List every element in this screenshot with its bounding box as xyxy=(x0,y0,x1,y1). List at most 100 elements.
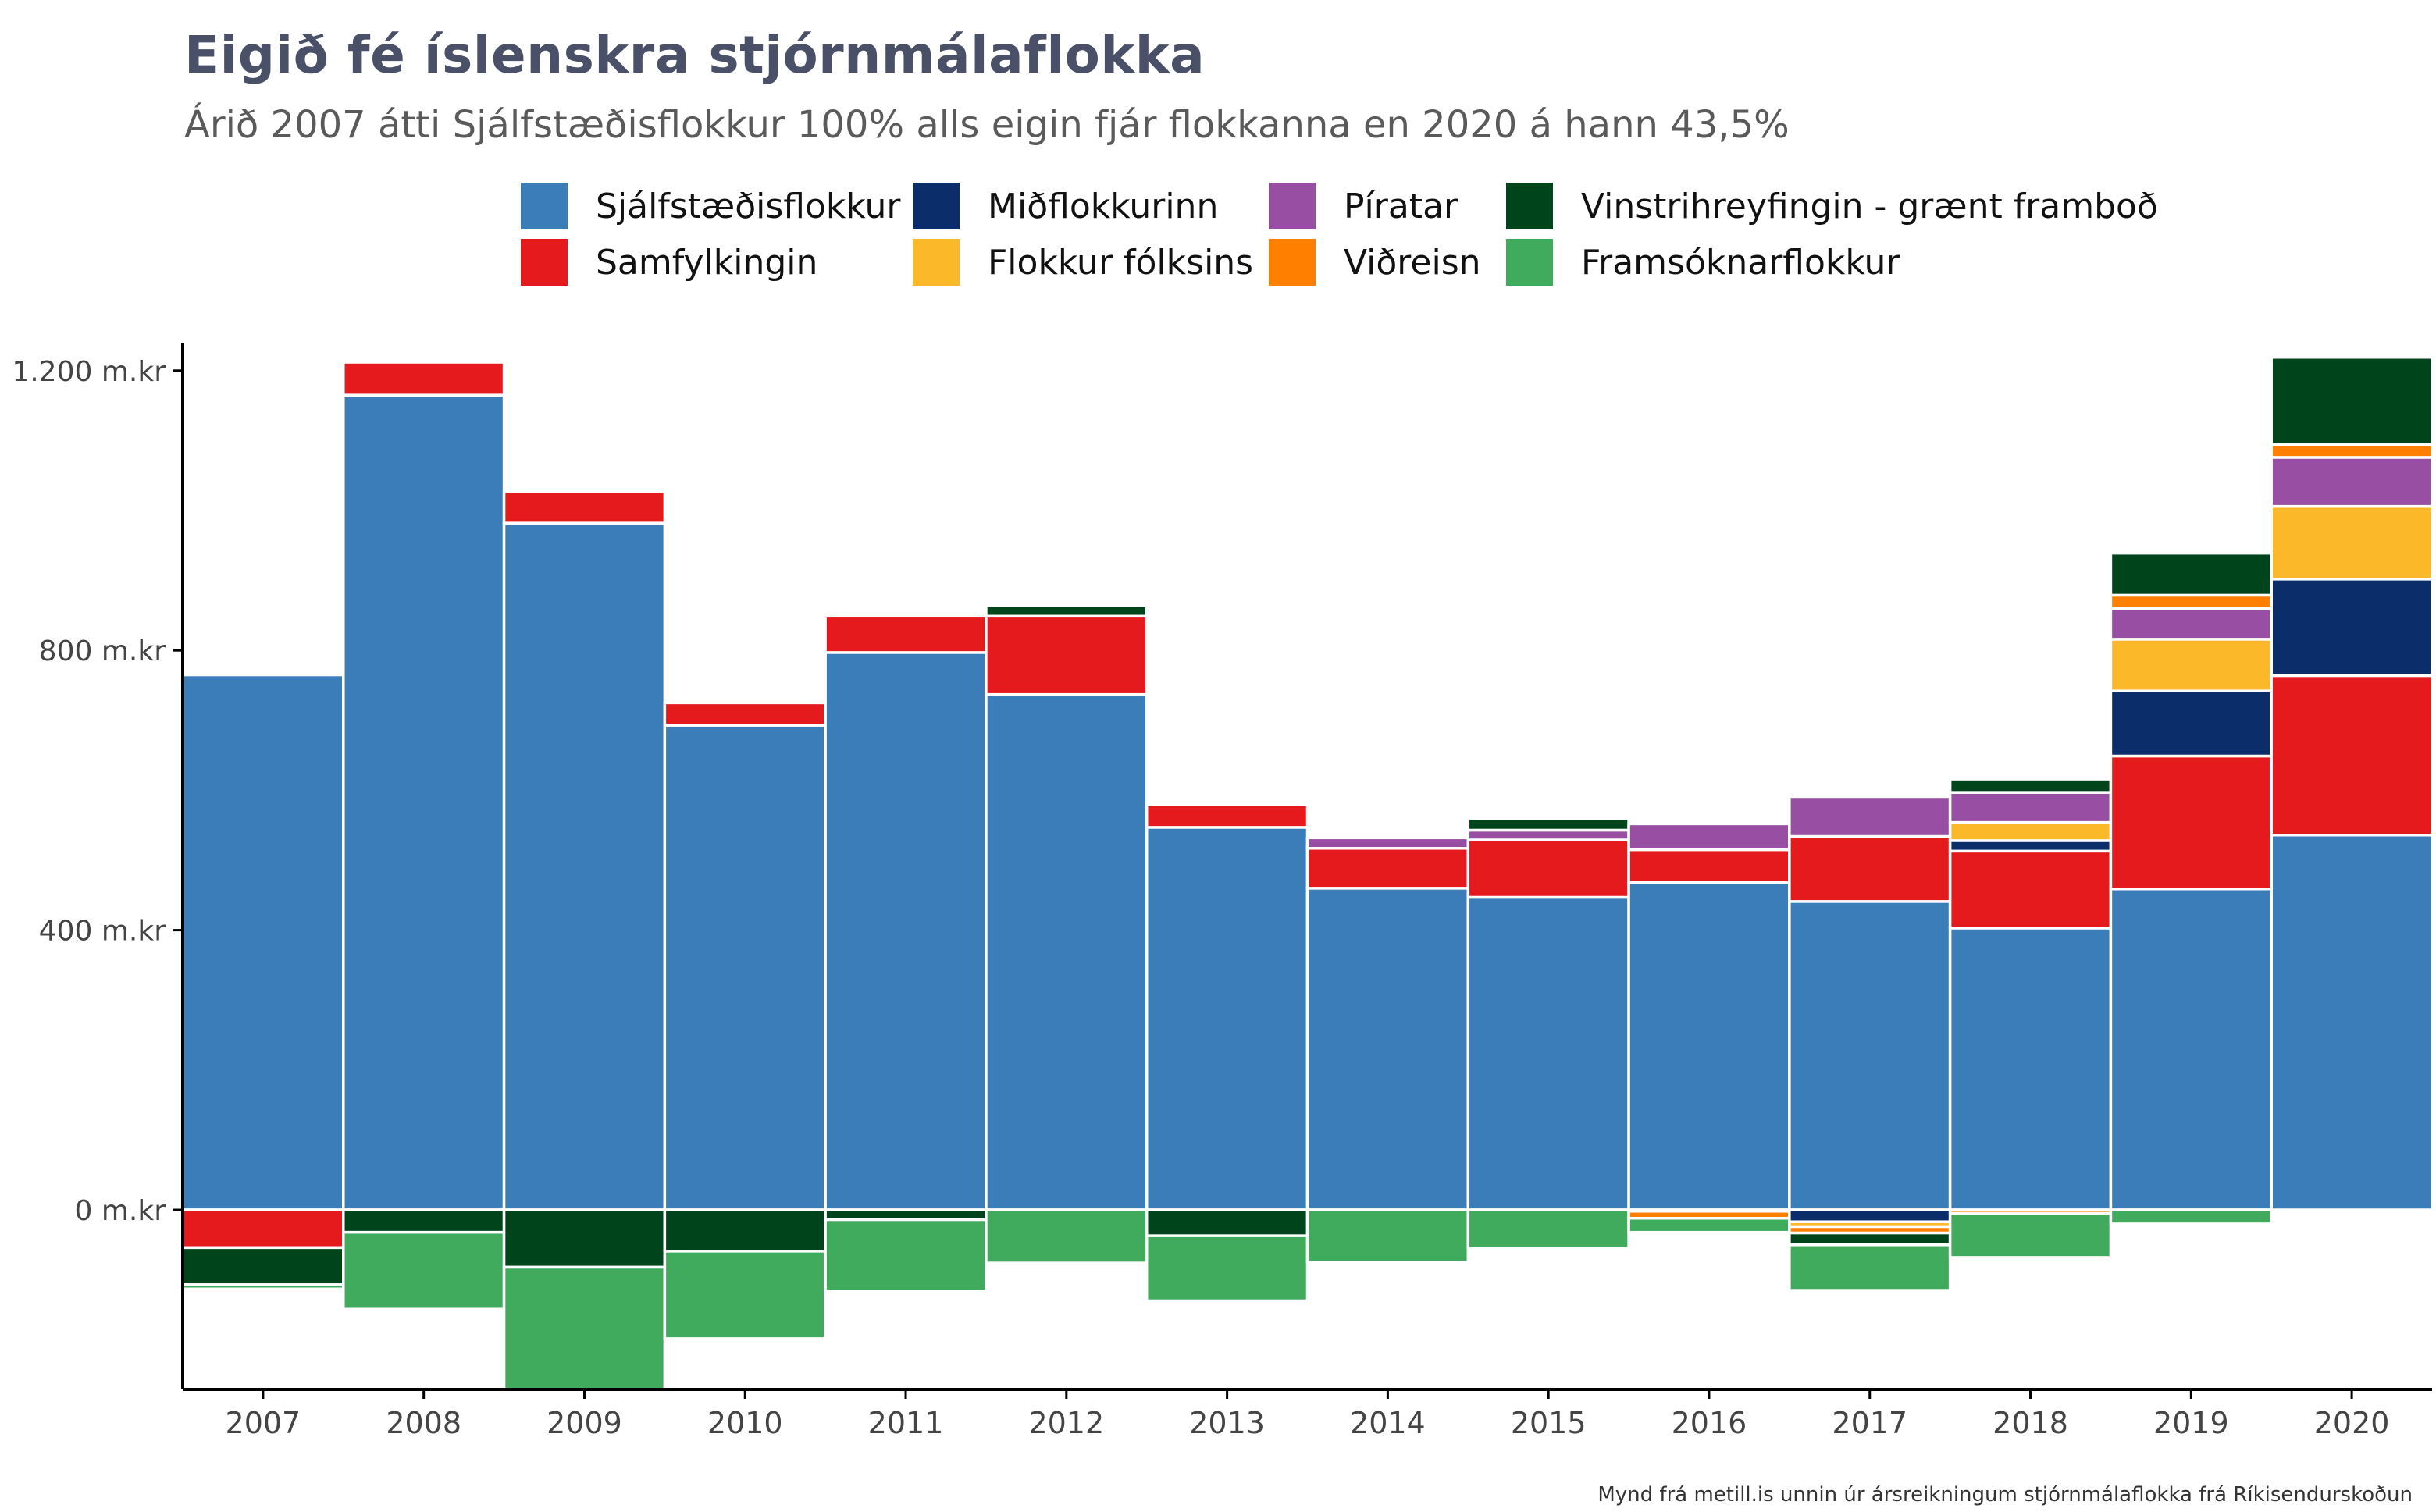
legend-label: Samfylkingin xyxy=(596,242,818,283)
bar-2013-series-7 xyxy=(1145,1234,1309,1303)
bar-2008-series-7 xyxy=(342,1230,506,1311)
chart-title: Eigið fé íslenskra stjórnmálaflokka xyxy=(184,25,1206,85)
bar-2020-series-5 xyxy=(2270,443,2432,459)
legend-label: Miðflokkurinn xyxy=(988,186,1219,226)
legend-item-mi-flokkurinn: Miðflokkurinn xyxy=(911,181,1218,231)
bar-2019-series-6 xyxy=(2109,551,2273,597)
legend-swatch xyxy=(911,181,961,231)
bar-2014-series-4 xyxy=(1305,836,1470,850)
bar-2011-series-0 xyxy=(824,651,988,1211)
bar-2017-series-1 xyxy=(1788,834,1952,903)
bar-2015-series-7 xyxy=(1466,1208,1630,1251)
legend-label: Vinstrihreyfingin - grænt framboð xyxy=(1581,186,2158,226)
bar-2011-series-1 xyxy=(824,614,988,654)
bar-2013-series-0 xyxy=(1145,826,1309,1211)
legend-item-vinstrihreyfingin-gr-nt-frambo: Vinstrihreyfingin - grænt framboð xyxy=(1505,181,2158,231)
bar-2009-series-6 xyxy=(502,1208,667,1269)
bar-2013-series-1 xyxy=(1145,803,1309,829)
legend-label: Viðreisn xyxy=(1344,242,1481,283)
bar-2012-series-0 xyxy=(985,692,1149,1211)
bar-2019-series-2 xyxy=(2109,689,2273,758)
bar-2012-series-6 xyxy=(985,604,1149,618)
bar-2016-series-4 xyxy=(1627,822,1791,852)
legend-item-framsoknarflokkur: Framsóknarflokkur xyxy=(1505,237,1900,287)
x-tick-label: 2010 xyxy=(707,1406,783,1440)
bar-2018-series-7 xyxy=(1948,1211,2113,1259)
legend-item-vi-reisn: Viðreisn xyxy=(1267,237,1481,287)
bar-2019-series-4 xyxy=(2109,607,2273,641)
bar-2019-series-3 xyxy=(2109,638,2273,692)
legend-swatch xyxy=(1267,181,1317,231)
bars-layer xyxy=(183,356,2432,1389)
legend-label: Píratar xyxy=(1344,186,1458,226)
bar-2008-series-0 xyxy=(342,393,506,1211)
x-tick-label: 2016 xyxy=(1672,1406,1747,1440)
bar-2020-series-3 xyxy=(2270,504,2432,581)
bar-2018-series-6 xyxy=(1948,777,2113,794)
bar-2018-series-2 xyxy=(1948,839,2113,853)
legend-item-flokkur-folksins: Flokkur fólksins xyxy=(911,237,1253,287)
bar-2009-series-7 xyxy=(502,1265,667,1389)
bar-2018-series-1 xyxy=(1948,849,2113,930)
bar-2019-series-5 xyxy=(2109,593,2273,610)
y-tick-label: 800 m.kr xyxy=(39,635,166,667)
bar-2009-series-0 xyxy=(502,521,667,1211)
legend-label: Framsóknarflokkur xyxy=(1581,242,1900,283)
bar-2011-series-6 xyxy=(824,1208,988,1222)
bar-2017-series-4 xyxy=(1788,795,1952,838)
x-tick-label: 2018 xyxy=(1993,1406,2068,1440)
bar-segments xyxy=(183,356,2432,1389)
bar-2020-series-6 xyxy=(2270,356,2432,446)
bar-2014-series-0 xyxy=(1305,887,1470,1211)
bar-2020-series-2 xyxy=(2270,578,2432,678)
legend-swatch xyxy=(519,237,569,287)
legend-swatch xyxy=(911,237,961,287)
bar-2007-series-1 xyxy=(183,1208,345,1250)
x-tick-label: 2014 xyxy=(1350,1406,1426,1440)
bar-2010-series-6 xyxy=(663,1208,827,1253)
axes-layer: 0 m.kr 400 m.kr 800 m.kr 1.200 m.kr 2007 2008… xyxy=(12,343,2432,1440)
bar-2019-series-1 xyxy=(2109,754,2273,891)
legend-item-samfylkingin: Samfylkingin xyxy=(519,237,817,287)
bar-2016-series-7 xyxy=(1627,1217,1791,1234)
bar-2010-series-7 xyxy=(663,1250,827,1340)
bar-2009-series-1 xyxy=(502,490,667,525)
legend-label: Flokkur fólksins xyxy=(988,242,1254,283)
x-tick-label: 2011 xyxy=(868,1406,944,1440)
bar-2020-series-4 xyxy=(2270,456,2432,508)
chart-subtitle: Árið 2007 átti Sjálfstæðisflokkur 100% a… xyxy=(184,103,1790,147)
bar-2018-series-3 xyxy=(1948,820,2113,842)
bar-2019-series-7 xyxy=(2109,1208,2273,1226)
bar-2014-series-1 xyxy=(1305,847,1470,890)
bar-2020-series-1 xyxy=(2270,674,2432,837)
bar-2010-series-0 xyxy=(663,724,827,1211)
bar-2015-series-1 xyxy=(1466,838,1630,899)
x-tick-label: 2009 xyxy=(547,1406,622,1440)
bar-2008-series-6 xyxy=(342,1208,506,1234)
bar-2007-series-0 xyxy=(183,673,345,1211)
legend: Sjálfstæðisflokkur Samfylkingin Miðflokkur… xyxy=(519,181,2159,298)
bar-2018-series-4 xyxy=(1948,791,2113,824)
bar-2012-series-7 xyxy=(985,1208,1149,1265)
y-tick-label: 0 m.kr xyxy=(74,1195,166,1227)
x-tick-label: 2012 xyxy=(1028,1406,1104,1440)
legend-item-piratar: Píratar xyxy=(1267,181,1458,231)
bar-2017-series-0 xyxy=(1788,900,1952,1211)
bar-2013-series-6 xyxy=(1145,1208,1309,1237)
bar-2007-series-6 xyxy=(183,1246,345,1286)
bar-2011-series-7 xyxy=(824,1218,988,1293)
bar-2020-series-0 xyxy=(2270,833,2432,1211)
bar-2016-series-0 xyxy=(1627,881,1791,1211)
bar-2017-series-6 xyxy=(1788,1231,1952,1247)
x-tick-label: 2008 xyxy=(386,1406,461,1440)
x-tick-label: 2015 xyxy=(1511,1406,1587,1440)
y-tick-label: 1.200 m.kr xyxy=(12,356,166,388)
bar-2016-series-1 xyxy=(1627,848,1791,884)
legend-swatch xyxy=(1267,237,1317,287)
bar-2008-series-1 xyxy=(342,361,506,397)
x-tick-label: 2017 xyxy=(1832,1406,1907,1440)
bar-2012-series-1 xyxy=(985,614,1149,696)
x-tick-label: 2020 xyxy=(2314,1406,2390,1440)
x-tick-label: 2007 xyxy=(226,1406,301,1440)
